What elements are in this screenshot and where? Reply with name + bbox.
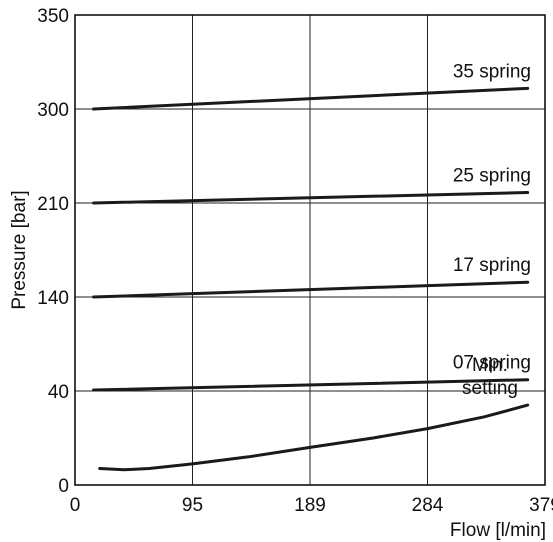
series-line — [92, 280, 530, 299]
series-label: setting — [462, 378, 518, 399]
series-labels: 35 spring 25 spring 17 spring 07 springMin.… — [453, 61, 531, 399]
x-tick-labels: 0 95 189 284 379 — [70, 495, 553, 516]
x-tick-label: 0 — [70, 495, 81, 516]
series-label: 25 spring — [453, 166, 531, 187]
x-tick-label: 379 — [529, 495, 553, 516]
series-label: 35 spring — [453, 61, 531, 82]
y-tick-label: 210 — [37, 194, 69, 215]
y-tick-label: 350 — [37, 6, 69, 27]
y-tick-label: 0 — [58, 476, 69, 497]
x-axis-label: Flow [l/min] — [450, 520, 546, 541]
y-tick-label: 300 — [37, 100, 69, 121]
series-line — [92, 86, 530, 111]
y-axis-label: Pressure [bar] — [9, 190, 30, 309]
grid-lines — [75, 15, 545, 485]
y-tick-label: 140 — [37, 288, 69, 309]
y-tick-labels: 0 40 140 210 300 350 — [37, 6, 69, 497]
series-line — [92, 191, 530, 205]
series-line — [92, 378, 530, 392]
y-tick-label: 40 — [48, 382, 69, 403]
series-label: 17 spring — [453, 255, 531, 276]
x-tick-label: 189 — [294, 495, 326, 516]
series-label: Min. — [472, 355, 508, 376]
series-lines — [92, 86, 530, 472]
plot-frame — [74, 14, 546, 486]
x-tick-label: 284 — [412, 495, 444, 516]
x-tick-label: 95 — [182, 495, 203, 516]
series-line — [98, 403, 530, 472]
series-label: 07 spring — [453, 353, 531, 374]
